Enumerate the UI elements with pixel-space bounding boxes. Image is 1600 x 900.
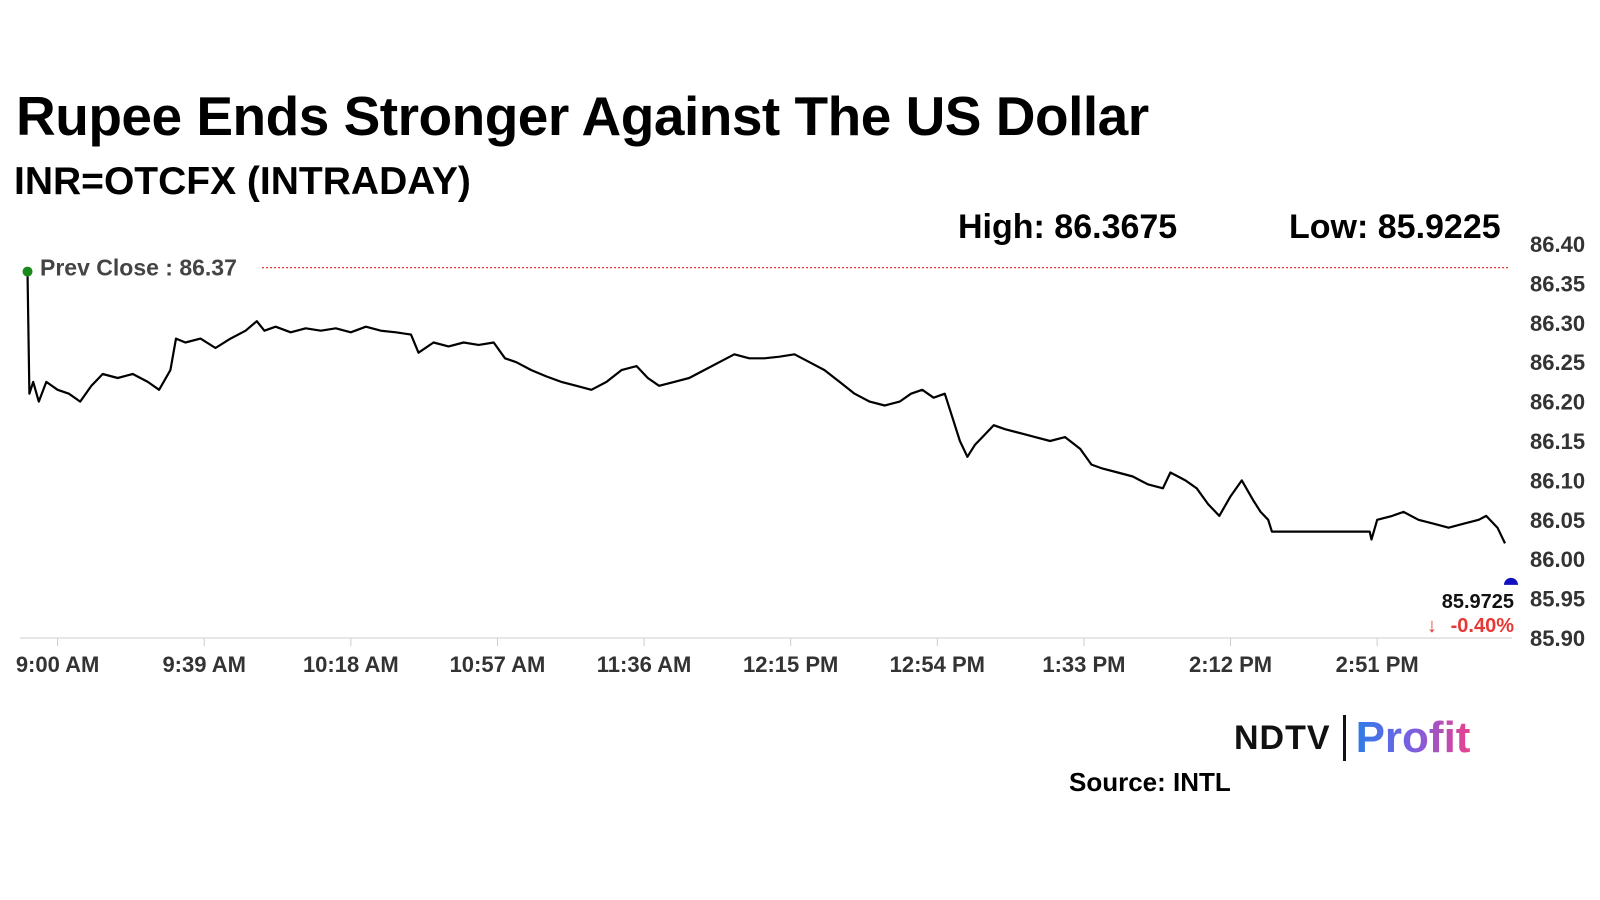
y-tick-label: 86.30 [1530,311,1585,336]
logo-profit-text: Profit [1355,713,1471,762]
y-tick-label: 86.25 [1530,350,1585,375]
y-tick-label: 85.90 [1530,626,1585,651]
chart-subtitle: INR=OTCFX (INTRADAY) [14,160,471,203]
x-tick-label: 1:33 PM [1042,652,1125,677]
logo-divider [1342,715,1346,761]
ndtv-profit-logo: NDTV Profit [1234,713,1471,762]
y-tick-label: 86.05 [1530,508,1585,533]
start-marker [22,266,33,277]
x-tick-label: 10:57 AM [450,652,546,677]
x-tick-label: 11:36 AM [597,652,692,677]
x-tick-label: 2:51 PM [1336,652,1419,677]
y-tick-label: 85.95 [1530,587,1585,612]
x-tick-label: 2:12 PM [1189,652,1272,677]
chart-title: Rupee Ends Stronger Against The US Dolla… [16,85,1149,147]
x-tick-label: 10:18 AM [303,652,399,677]
x-tick-label: 12:15 PM [743,652,838,677]
source-note: Source: INTL [1069,767,1231,797]
logo-ndtv-text: NDTV [1234,718,1331,757]
prev-close-label: Prev Close : 86.37 [40,255,237,281]
y-tick-label: 86.20 [1530,390,1585,415]
x-tick-label: 9:39 AM [162,652,246,677]
y-tick-label: 86.40 [1530,232,1585,257]
intraday-line-chart: 86.40 86.35 86.30 86.25 86.20 86.15 86.10 86.05… [16,232,1585,677]
price-change-label: -0.40% [1451,615,1515,637]
last-price-label: 85.9725 [1442,591,1514,613]
x-tick-label: 9:00 AM [16,652,100,677]
y-tick-label: 86.35 [1530,271,1585,296]
last-price-marker [1504,577,1518,585]
x-tick-label: 12:54 PM [890,652,985,677]
low-value: Low: 85.9225 [1289,208,1501,246]
y-tick-label: 86.15 [1530,429,1585,454]
y-tick-label: 86.10 [1530,468,1585,493]
high-value: High: 86.3675 [958,208,1178,246]
y-tick-label: 86.00 [1530,547,1585,572]
down-arrow-icon: ↓ [1427,615,1437,637]
price-series-line [26,271,1506,544]
